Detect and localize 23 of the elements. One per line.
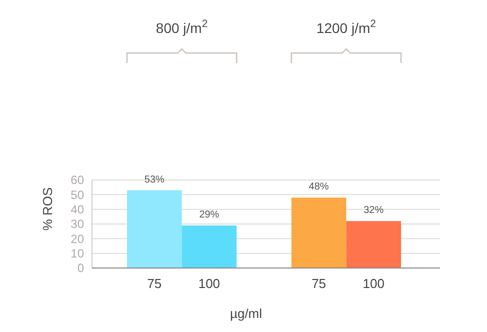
data-label: 32% xyxy=(364,205,384,216)
x-tick-label: 75 xyxy=(312,276,326,291)
data-label: 48% xyxy=(308,182,329,193)
x-tick-label: 100 xyxy=(198,276,220,291)
text: 800 j/m$^{2}$ xyxy=(156,18,208,36)
x-tick-label: 100 xyxy=(362,276,384,291)
bar xyxy=(346,221,401,268)
y-tick-label: 0 xyxy=(77,261,84,276)
data-label: 29% xyxy=(199,209,220,220)
bar xyxy=(291,198,346,268)
y-axis-title: % ROS xyxy=(40,187,55,231)
y-tick-label: 20 xyxy=(70,232,84,246)
x-tick-label: 75 xyxy=(147,276,162,291)
bar xyxy=(182,225,237,268)
y-tick-label: 60 xyxy=(70,173,84,188)
x-axis-title: µg/ml xyxy=(230,306,262,321)
y-tick-label: 40 xyxy=(70,202,84,217)
bar xyxy=(127,190,182,268)
y-tick-label: 10 xyxy=(70,246,84,261)
y-tick-label: 30 xyxy=(70,217,84,232)
text: 1200 j/m$^{2}$ xyxy=(316,18,376,36)
data-label: 53% xyxy=(144,174,165,186)
y-tick-label: 50 xyxy=(70,188,84,202)
